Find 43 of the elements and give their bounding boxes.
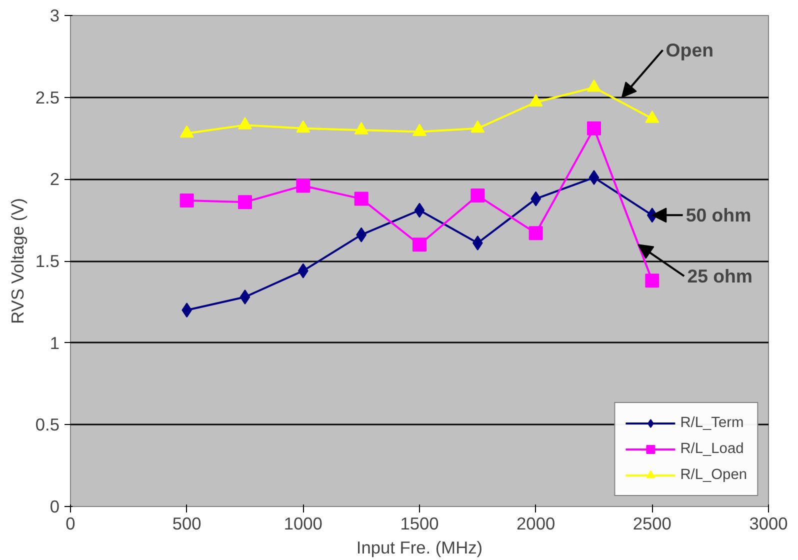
point (412, 124, 426, 136)
point (414, 202, 425, 218)
y-tick-label: 1 (50, 332, 60, 353)
point (296, 178, 310, 193)
legend-label: R/L_Open (680, 467, 747, 483)
point (645, 274, 660, 288)
point (470, 120, 485, 133)
x-tick-label: 500 (172, 514, 202, 534)
point (238, 195, 252, 210)
x-tick-label: 3000 (749, 514, 788, 534)
point (645, 110, 660, 123)
point (587, 80, 601, 92)
x-tick-label: 1500 (400, 514, 439, 534)
x-tick-label: 2000 (516, 514, 556, 534)
point (238, 117, 252, 130)
point (354, 122, 368, 134)
point (180, 125, 194, 138)
point (528, 226, 543, 240)
y-tick-label: 2 (50, 169, 60, 190)
x-tick-label: 2500 (632, 514, 672, 534)
annotation: 25 ohm (687, 266, 753, 287)
y-tick-label: 1.5 (35, 251, 60, 271)
x-tick-label: 0 (66, 514, 76, 534)
point (240, 290, 250, 305)
y-axis-title: RVS Voltage (V) (7, 198, 28, 324)
point (354, 192, 368, 206)
x-axis-title: Input Fre. (MHz) (356, 538, 483, 558)
legend-label: R/L_Term (680, 415, 744, 431)
point (296, 120, 310, 133)
point (180, 193, 194, 208)
point (587, 121, 601, 136)
point (412, 238, 426, 252)
x-tick-label: 1000 (284, 514, 322, 534)
point (588, 170, 600, 186)
legend-label: R/L_Load (680, 441, 744, 457)
y-tick-label: 3 (50, 6, 60, 26)
y-tick-label: 0 (50, 496, 60, 516)
y-tick-label: 2.5 (35, 87, 60, 108)
point (528, 94, 543, 106)
annotation: 50 ohm (686, 204, 752, 226)
y-tick-label: 0.5 (35, 414, 60, 435)
point (470, 188, 485, 203)
annotation: Open (666, 40, 714, 61)
